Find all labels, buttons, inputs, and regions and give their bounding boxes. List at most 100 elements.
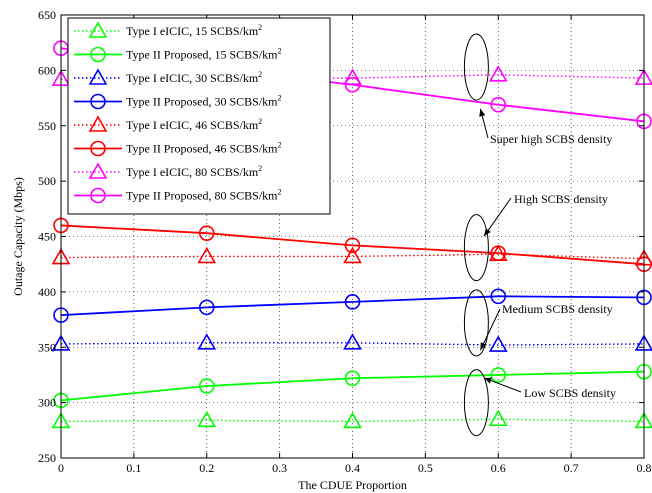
triangle-marker bbox=[343, 411, 362, 429]
circle-marker bbox=[90, 187, 106, 204]
x-tick-label: 0.5 bbox=[418, 461, 433, 475]
legend-entry-6: Type II Proposed, 46 SCBS/km2 bbox=[74, 140, 282, 157]
circle-marker bbox=[344, 294, 361, 310]
y-tick-label: 300 bbox=[38, 396, 56, 410]
legend-label: Type II Proposed, 46 SCBS/km2 bbox=[126, 141, 282, 156]
y-tick-label: 450 bbox=[38, 230, 56, 244]
series-line bbox=[60, 370, 645, 402]
legend-label-superscript: 2 bbox=[278, 188, 282, 197]
y-tick-label: 550 bbox=[38, 119, 56, 133]
annotation-arrow-line bbox=[483, 197, 512, 237]
legend-entry-4: Type II Proposed, 30 SCBS/km2 bbox=[74, 93, 282, 110]
legend: Type I eICIC, 15 SCBS/km2 Type II Propose… bbox=[67, 17, 331, 215]
triangle-marker bbox=[197, 246, 217, 264]
annotation-arrow-head bbox=[484, 377, 493, 384]
y-tick-label: 500 bbox=[38, 174, 56, 188]
x-tick-label: 0.7 bbox=[564, 461, 579, 475]
triangle-marker bbox=[88, 21, 108, 38]
triangle-marker bbox=[197, 410, 217, 428]
legend-label-superscript: 2 bbox=[278, 141, 282, 150]
circle-marker bbox=[344, 76, 361, 93]
annotation-arrow-line bbox=[479, 308, 501, 351]
legend-label: Type II Proposed, 80 SCBS/km2 bbox=[126, 188, 282, 203]
y-axis-label: Outage Capacity (Mbps) bbox=[11, 177, 25, 296]
legend-label: Type I eICIC, 46 SCBS/km2 bbox=[126, 117, 262, 132]
circle-marker bbox=[90, 46, 106, 63]
circle-marker bbox=[490, 367, 507, 383]
x-tick-label: 0.8 bbox=[637, 461, 652, 475]
annotation-label: Low SCBS density bbox=[524, 386, 616, 400]
annotation-arrow-head bbox=[480, 342, 487, 351]
series-line bbox=[60, 224, 645, 266]
legend-entry-3: Type I eICIC, 30 SCBS/km2 bbox=[74, 68, 262, 85]
triangle-marker bbox=[343, 246, 362, 264]
annotation-3: Medium SCBS density bbox=[463, 289, 613, 357]
annotation-2: High SCBS density bbox=[463, 192, 608, 282]
annotation-arrow-head bbox=[479, 108, 486, 117]
series-line bbox=[60, 418, 645, 423]
series-3 bbox=[51, 333, 652, 352]
circle-marker bbox=[198, 225, 215, 241]
circle-marker bbox=[198, 299, 215, 316]
circle-marker bbox=[490, 245, 507, 261]
x-tick-label: 0.2 bbox=[199, 461, 214, 475]
triangle-marker bbox=[197, 333, 217, 350]
triangle-marker bbox=[488, 65, 508, 82]
legend-entry-7: Type I eICIC, 80 SCBS/km2 bbox=[74, 162, 262, 179]
y-tick-label: 250 bbox=[38, 451, 56, 465]
x-tick-label: 0.1 bbox=[126, 461, 141, 475]
annotation-ellipse bbox=[463, 369, 489, 437]
axis-ticks: 0 0.1 0.2 0.3 0.4 0.5 0.6 0.7 0.8 250 300 350 400 450… bbox=[38, 8, 652, 475]
triangle-marker bbox=[88, 115, 108, 132]
triangle-marker bbox=[488, 409, 508, 427]
circle-marker bbox=[90, 140, 106, 157]
legend-entry-2: Type II Proposed, 15 SCBS/km2 bbox=[74, 46, 282, 63]
triangle-marker bbox=[488, 335, 508, 352]
legend-label: Type II Proposed, 30 SCBS/km2 bbox=[126, 94, 282, 109]
triangle-marker bbox=[88, 68, 108, 85]
series-line bbox=[60, 295, 645, 317]
annotation-label: Super high SCBS density bbox=[490, 132, 612, 146]
legend-label-superscript: 2 bbox=[258, 70, 262, 79]
circle-marker bbox=[490, 96, 507, 113]
legend-entry-8: Type II Proposed, 80 SCBS/km2 bbox=[74, 187, 282, 204]
legend-entry-5: Type I eICIC, 46 SCBS/km2 bbox=[74, 115, 262, 132]
annotation-ellipse bbox=[463, 289, 489, 357]
annotation-arrow-head bbox=[484, 228, 491, 237]
x-tick-label: 0.6 bbox=[491, 461, 506, 475]
x-tick-label: 0.4 bbox=[345, 461, 360, 475]
annotation-ellipse bbox=[463, 33, 489, 101]
x-tick-label: 0.3 bbox=[272, 461, 287, 475]
legend-label-superscript: 2 bbox=[258, 164, 262, 173]
legend-label: Type I eICIC, 80 SCBS/km2 bbox=[126, 164, 262, 179]
annotation-4: Low SCBS density bbox=[463, 369, 616, 437]
y-tick-label: 350 bbox=[38, 340, 56, 354]
y-tick-label: 600 bbox=[38, 63, 56, 77]
legend-label: Type II Proposed, 15 SCBS/km2 bbox=[126, 47, 282, 62]
legend-label: Type I eICIC, 30 SCBS/km2 bbox=[126, 70, 262, 85]
legend-entry-1: Type I eICIC, 15 SCBS/km2 bbox=[74, 21, 262, 38]
x-axis-label: The CDUE Proportion bbox=[298, 478, 407, 492]
annotations-layer: Super high SCBS density High SCBS density… bbox=[463, 33, 616, 437]
series-line bbox=[60, 342, 645, 346]
circle-marker bbox=[490, 288, 507, 305]
legend-label-superscript: 2 bbox=[258, 117, 262, 126]
circle-marker bbox=[90, 93, 106, 110]
annotation-label: Medium SCBS density bbox=[502, 302, 613, 316]
legend-label: Type I eICIC, 15 SCBS/km2 bbox=[126, 23, 262, 38]
legend-label-superscript: 2 bbox=[258, 23, 262, 32]
y-tick-label: 650 bbox=[38, 8, 56, 22]
legend-label-superscript: 2 bbox=[278, 47, 282, 56]
annotation-label: High SCBS density bbox=[514, 192, 608, 206]
circle-marker bbox=[344, 370, 361, 387]
y-tick-label: 400 bbox=[38, 285, 56, 299]
legend-box bbox=[67, 17, 331, 215]
circle-marker bbox=[198, 378, 215, 394]
series-line bbox=[60, 253, 645, 260]
x-tick-label: 0 bbox=[58, 461, 64, 475]
legend-label-superscript: 2 bbox=[278, 94, 282, 103]
annotation-1: Super high SCBS density bbox=[463, 33, 612, 146]
triangle-marker bbox=[343, 333, 362, 350]
annotation-ellipse bbox=[463, 214, 489, 282]
